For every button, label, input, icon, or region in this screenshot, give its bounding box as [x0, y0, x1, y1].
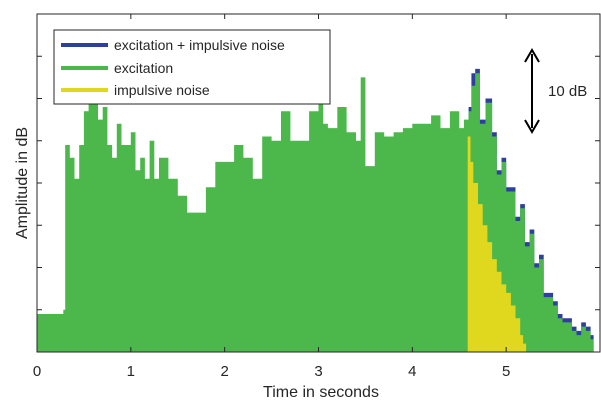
series-layer: [37, 68, 594, 353]
legend: excitation + impulsive noise excitation …: [53, 29, 331, 105]
x-axis: 0 1 2 3 4 5: [33, 14, 510, 380]
legend-label-excitation-impulsive-noise: excitation + impulsive noise: [114, 37, 285, 53]
x-axis-label: Time in seconds: [263, 384, 379, 401]
x-tick-label-4: 4: [408, 363, 416, 380]
x-tick-label-2: 2: [220, 363, 228, 380]
legend-label-impulsive-noise: impulsive noise: [114, 82, 210, 98]
scale-arrow-down-head: [524, 119, 540, 134]
scale-annotation: 10 dB: [524, 48, 587, 134]
x-tick-label-5: 5: [502, 363, 510, 380]
y-axis: [37, 55, 600, 311]
series-area-impulsive-noise: [467, 136, 527, 352]
y-axis-label: Amplitude in dB: [14, 127, 31, 239]
x-tick-label-1: 1: [127, 363, 135, 380]
scale-arrow-up-head: [524, 48, 540, 63]
x-tick-label-3: 3: [314, 363, 322, 380]
series-area-excitation: [37, 73, 594, 352]
x-tick-label-0: 0: [33, 363, 41, 380]
legend-label-excitation: excitation: [114, 60, 173, 76]
scale-annotation-label: 10 dB: [548, 83, 587, 100]
